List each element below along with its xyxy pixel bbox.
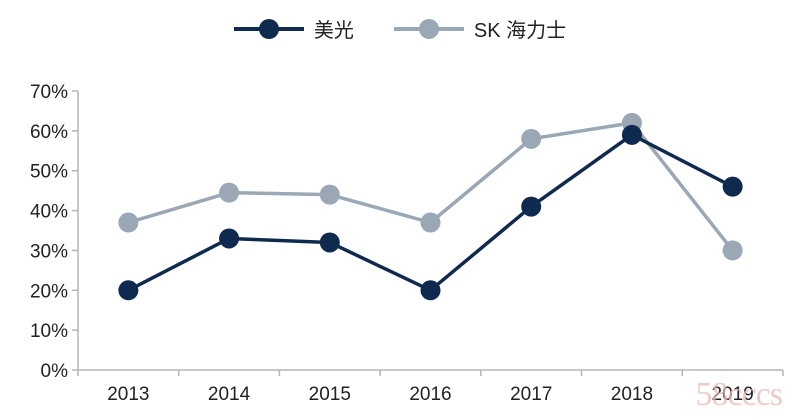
data-point-series-0	[319, 232, 340, 253]
legend-item-micron: 美光	[233, 14, 354, 43]
data-point-series-1	[722, 240, 743, 261]
x-tick-label: 2017	[510, 384, 552, 405]
x-tick-label: 2019	[712, 384, 754, 405]
x-tick-label: 2013	[107, 384, 149, 405]
data-point-series-0	[118, 280, 139, 301]
data-point-series-1	[521, 128, 542, 149]
y-tick-label: 70%	[30, 82, 68, 103]
data-point-series-0	[722, 176, 743, 197]
data-point-series-0	[420, 280, 441, 301]
chart-legend: 美光 SK 海力士	[0, 14, 800, 43]
data-point-series-0	[521, 196, 542, 217]
legend-item-sk-hynix: SK 海力士	[393, 14, 567, 43]
x-tick-label: 2014	[208, 384, 251, 405]
legend-label-micron: 美光	[313, 20, 354, 42]
y-tick-label: 60%	[30, 122, 68, 143]
x-tick-label: 2015	[309, 384, 351, 405]
y-tick-label: 0%	[41, 361, 69, 382]
y-tick-label: 40%	[30, 202, 68, 223]
data-point-series-1	[219, 182, 240, 203]
x-tick-label: 2016	[409, 384, 451, 405]
y-tick-label: 50%	[30, 162, 68, 183]
data-point-series-0	[621, 124, 642, 145]
y-tick-label: 10%	[30, 321, 68, 342]
legend-swatch-micron	[233, 18, 304, 39]
x-tick-label: 2018	[611, 384, 653, 405]
y-tick-label: 30%	[30, 241, 68, 262]
watermark: 58cccs	[695, 376, 783, 413]
legend-swatch-sk-hynix	[393, 18, 464, 39]
data-point-series-1	[319, 184, 340, 205]
data-point-series-1	[118, 212, 139, 233]
y-tick-label: 20%	[30, 281, 68, 302]
data-point-series-1	[420, 212, 441, 233]
data-point-series-0	[219, 228, 240, 249]
legend-label-sk-hynix: SK 海力士	[473, 20, 567, 42]
